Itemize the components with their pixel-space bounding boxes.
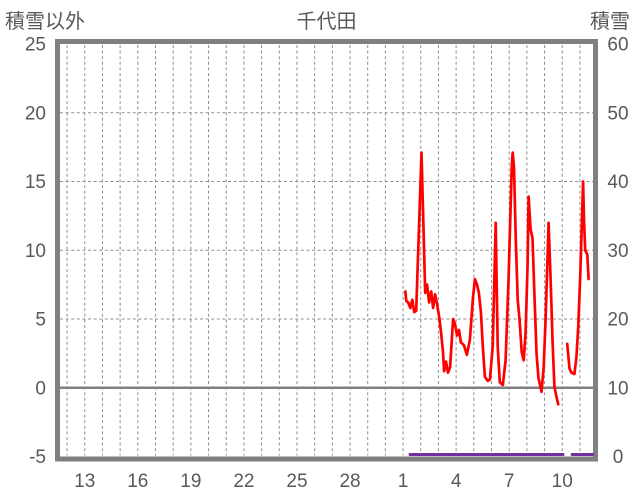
- x-tick-label: 4: [451, 471, 462, 492]
- x-tick-label: 19: [180, 471, 201, 492]
- x-tick-label: 28: [339, 471, 360, 492]
- left-y-tick-label: 25: [25, 35, 46, 56]
- left-y-tick-label: 5: [35, 310, 46, 331]
- chart-title: 千代田: [296, 11, 357, 33]
- right-y-tick-label: 30: [607, 241, 628, 262]
- left-y-tick-label: -5: [29, 447, 46, 468]
- right-y-tick-label: 20: [607, 310, 628, 331]
- right-y-tick-label: 40: [607, 172, 628, 193]
- left-y-tick-label: 15: [25, 172, 46, 193]
- x-tick-label: 16: [127, 471, 148, 492]
- series-temperature: [404, 151, 560, 406]
- right-y-tick-label: 60: [607, 35, 628, 56]
- right-y-tick-label: 0: [613, 447, 624, 468]
- right-axis-title: 積雪: [590, 11, 630, 33]
- x-tick-label: 1: [398, 471, 409, 492]
- x-tick-label: 25: [286, 471, 307, 492]
- series-temperature: [565, 180, 590, 376]
- plot-border: [55, 39, 598, 462]
- x-tick-label: 22: [233, 471, 254, 492]
- x-tick-label: 7: [504, 471, 515, 492]
- right-y-tick-label: 50: [607, 103, 628, 124]
- x-tick-label: 10: [552, 471, 573, 492]
- left-y-tick-label: 0: [35, 378, 46, 399]
- left-y-tick-label: 10: [25, 241, 46, 262]
- left-axis-title: 積雪以外: [5, 11, 85, 33]
- left-y-tick-label: 20: [25, 103, 46, 124]
- x-tick-label: 13: [74, 471, 95, 492]
- right-y-tick-label: 10: [607, 378, 628, 399]
